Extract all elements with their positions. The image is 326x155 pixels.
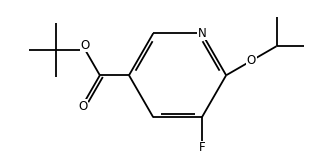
Text: O: O (81, 39, 90, 52)
Text: O: O (247, 54, 256, 67)
Text: F: F (199, 142, 205, 154)
Text: N: N (198, 27, 206, 40)
Text: O: O (78, 100, 87, 113)
